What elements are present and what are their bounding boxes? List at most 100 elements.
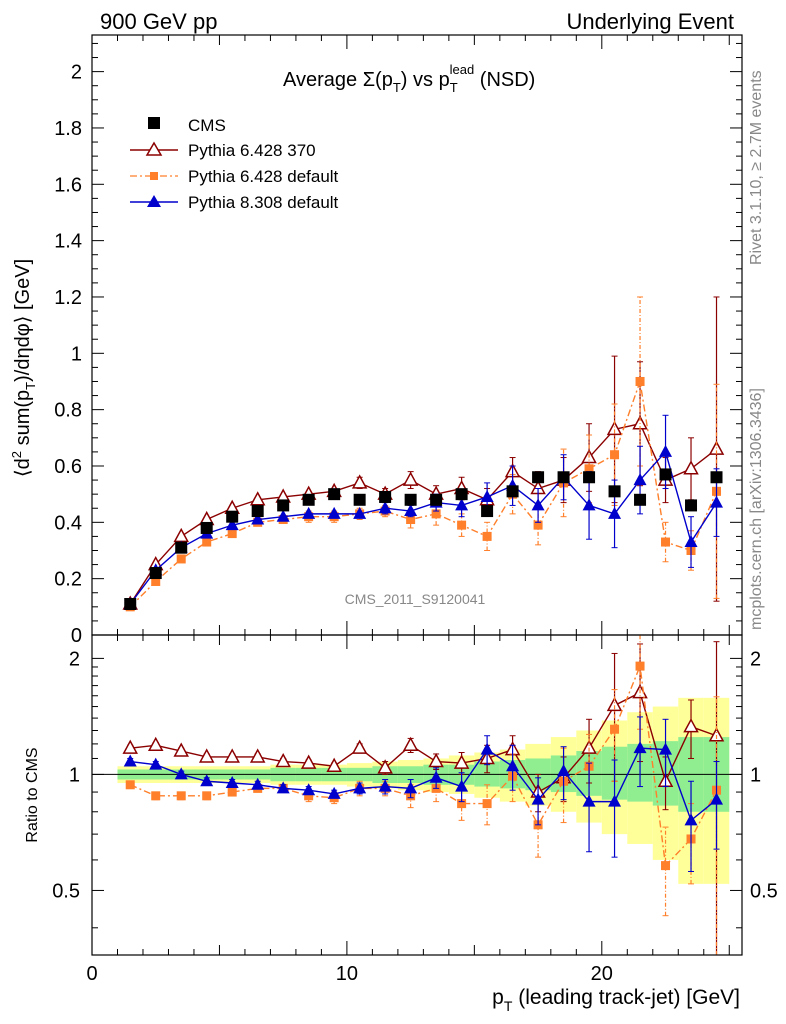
legend-marker-pythia6-370: [145, 141, 163, 156]
ratio-plot-frame: [91, 634, 743, 956]
ratio-y-tick-label: 1: [69, 764, 80, 786]
data-point: [482, 799, 492, 809]
data-point: [584, 464, 594, 474]
legend-marker-pythia6-default: [150, 172, 158, 180]
data-point: [480, 489, 494, 502]
data-point: [708, 727, 725, 742]
ratio-uncertainty-bands: [117, 697, 730, 884]
data-point: [684, 813, 698, 826]
data-point: [482, 531, 492, 541]
data-point: [533, 520, 543, 530]
data-point: [202, 791, 212, 801]
ratio-plot-panel: 0.5 0.51 12 20 10 20 Ratio to CMS pT (leading…: [24, 634, 778, 1014]
data-point: [353, 781, 367, 794]
data-point: [198, 748, 215, 763]
data-point: [173, 742, 189, 757]
series-pythia-8-308-default: [123, 414, 724, 610]
legend-entry-pythia6-370: Pythia 6.428 370: [130, 141, 316, 160]
main-y-tick-label: 1.4: [54, 231, 82, 253]
x-axis-label: pT (leading track-jet) [GeV]: [492, 986, 740, 1014]
data-point: [659, 468, 672, 481]
ratio-y-tick-label-right: 1: [750, 764, 761, 786]
data-point: [506, 759, 520, 772]
data-point: [606, 696, 623, 712]
main-y-tick-label: 0.4: [54, 512, 82, 534]
data-point: [683, 460, 699, 475]
data-point: [406, 515, 416, 525]
data-point: [122, 739, 138, 754]
data-point: [147, 736, 164, 752]
legend-entry-pythia8: Pythia 8.308 default: [130, 193, 339, 212]
data-point: [202, 537, 212, 547]
analysis-watermark: CMS_2011_S9120041: [345, 591, 486, 607]
data-point: [151, 791, 161, 801]
legend-label-pythia6-default: Pythia 6.428 default: [188, 167, 339, 186]
series-line-pythia-6-428-370: [129, 422, 717, 605]
data-point: [659, 444, 673, 457]
data-point: [402, 471, 419, 486]
data-point: [661, 537, 671, 547]
data-point: [225, 776, 239, 789]
rivet-label: Rivet 3.1.10, ≥ 2.7M events: [748, 70, 765, 265]
x-tick-label: 20: [591, 963, 613, 985]
data-point: [430, 493, 443, 506]
x-tick-label: 10: [336, 963, 358, 985]
ratio-y-tick-label-right: 2: [750, 648, 761, 670]
data-point: [275, 752, 291, 768]
data-point: [455, 498, 469, 511]
data-point: [635, 661, 645, 671]
series-pythia-6-428-370: [122, 296, 725, 610]
ratio-y-tick-label: 0.5: [52, 880, 80, 902]
data-point: [633, 741, 647, 754]
data-point: [557, 764, 571, 777]
data-point: [379, 490, 392, 503]
series-pythia-6-428-default: [125, 296, 722, 612]
data-point: [304, 791, 314, 801]
series-cms: [124, 468, 723, 611]
data-point: [481, 505, 494, 518]
main-y-tick-label: 1.6: [54, 174, 82, 196]
data-point: [457, 799, 467, 809]
data-point: [582, 498, 596, 511]
data-point: [176, 791, 186, 801]
data-point: [582, 794, 596, 807]
data-point: [225, 518, 239, 531]
main-y-tick-label: 0.8: [54, 400, 82, 422]
data-point: [302, 506, 316, 519]
data-point: [351, 474, 368, 489]
data-point: [175, 541, 188, 554]
data-point: [151, 576, 161, 586]
data-point: [583, 471, 596, 484]
data-point: [453, 754, 470, 769]
data-point: [378, 779, 392, 792]
data-point: [276, 509, 290, 522]
data-point: [710, 495, 724, 508]
data-point: [610, 724, 620, 734]
data-point: [351, 739, 368, 754]
data-point: [227, 787, 237, 797]
main-y-axis-label: ⟨d2 sum(pT)/dηdφ⟩ [GeV]: [9, 259, 38, 477]
data-point: [123, 754, 137, 767]
data-point: [634, 493, 647, 506]
data-point: [581, 739, 597, 754]
legend-entry-pythia6-default: Pythia 6.428 default: [130, 167, 339, 186]
data-point: [429, 770, 443, 783]
data-point: [125, 780, 135, 790]
data-point: [608, 485, 621, 498]
data-point: [124, 598, 137, 611]
legend-marker-cms: [148, 117, 160, 129]
data-point: [149, 757, 163, 770]
data-point: [326, 757, 342, 773]
header-right: Underlying Event: [566, 9, 734, 34]
legend-marker-pythia8: [147, 195, 161, 207]
data-point: [302, 493, 315, 506]
data-point: [149, 567, 162, 580]
ratio-plot-marks: [122, 634, 725, 956]
data-point: [276, 781, 290, 794]
main-y-tick-label: 0.6: [54, 456, 82, 478]
main-y-tick-label: 1.2: [54, 287, 82, 309]
data-point: [683, 718, 699, 733]
data-point: [302, 783, 316, 796]
data-point: [404, 493, 417, 506]
